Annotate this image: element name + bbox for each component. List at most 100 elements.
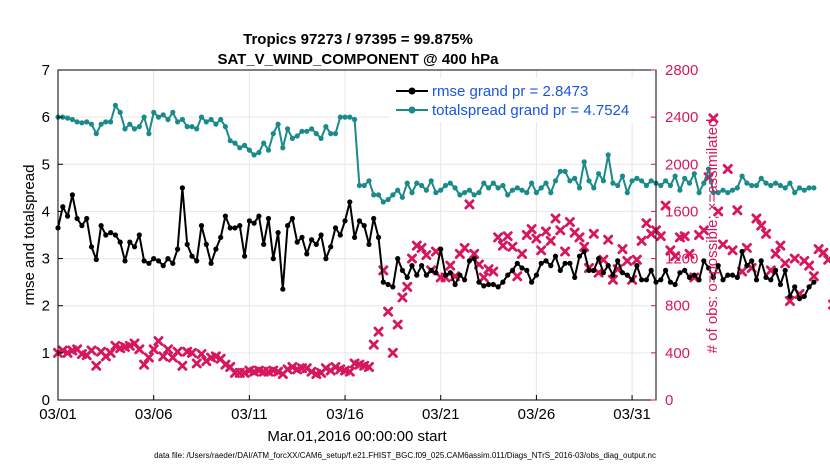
spread-point <box>74 119 80 125</box>
rmse-point <box>763 274 769 280</box>
x-tick-label: 03/06 <box>135 406 173 423</box>
spread-point <box>729 187 736 193</box>
x-axis-label: Mar.01,2016 00:00:00 start <box>267 428 447 445</box>
spread-point <box>155 114 162 120</box>
rmse-point <box>170 260 176 266</box>
rmse-point <box>160 263 166 269</box>
obs-point <box>588 228 599 239</box>
rmse-point <box>112 232 118 238</box>
rmse-point <box>270 256 276 262</box>
spread-point <box>648 178 654 184</box>
spread-point <box>667 182 674 189</box>
axes-ticks: 03/01 03/06 03/11 03/16 03/21 03/26 03/31 0 1 2 3 4… <box>39 62 698 423</box>
rmse-point <box>409 263 415 269</box>
obs-point <box>679 231 690 242</box>
rmse-point <box>686 274 693 280</box>
y-tick-label: 4 <box>42 203 50 220</box>
rmse-point <box>261 241 267 247</box>
spread-point <box>409 190 415 196</box>
obs-point <box>148 344 159 355</box>
rmse-point <box>251 220 257 226</box>
obs-point <box>540 226 551 237</box>
spread-point <box>624 190 630 196</box>
obs-point <box>210 351 221 362</box>
obs-point <box>555 225 566 236</box>
obs-point <box>713 206 724 217</box>
rmse-point <box>385 281 391 288</box>
rmse-point <box>285 223 291 229</box>
obs-point <box>143 352 154 363</box>
spread-point <box>514 185 520 191</box>
obs-point <box>617 244 628 255</box>
y2-tick-label: 1600 <box>665 203 698 220</box>
obs-point <box>823 254 830 265</box>
rmse-point <box>572 274 578 280</box>
spread-point <box>811 185 817 191</box>
obs-point <box>110 340 121 351</box>
rmse-point <box>777 281 784 288</box>
rmse-point <box>294 239 300 245</box>
y2-tick-label: 2400 <box>665 109 698 126</box>
obs-point <box>560 246 571 257</box>
rmse-point <box>811 279 817 285</box>
rmse-point <box>65 213 71 219</box>
obs-point <box>770 248 781 259</box>
rmse-point <box>519 265 525 271</box>
spread-point <box>151 109 157 115</box>
spread-point <box>447 180 453 186</box>
spread-point <box>749 182 755 189</box>
spread-point <box>433 190 439 196</box>
rmse-point <box>796 296 803 302</box>
rmse-point <box>337 232 343 238</box>
y2-tick-label: 0 <box>665 392 673 409</box>
spread-point <box>103 119 109 125</box>
rmse-point <box>213 246 219 252</box>
spread-point <box>108 119 114 125</box>
rmse-point <box>103 232 109 238</box>
obs-point <box>741 242 752 253</box>
spread-point <box>672 173 678 179</box>
obs-point <box>574 232 585 243</box>
obs-point <box>287 362 298 372</box>
rmse-point <box>691 272 697 278</box>
rmse-point <box>60 204 66 210</box>
rmse-point <box>792 284 798 290</box>
obs-point <box>402 281 413 292</box>
spread-point <box>175 119 181 125</box>
spread-point <box>490 180 496 186</box>
obs-point <box>124 340 135 351</box>
obs-point <box>636 235 647 246</box>
obs-point <box>761 228 772 239</box>
obs-point <box>373 326 384 337</box>
rmse-point <box>184 241 190 247</box>
obs-point <box>464 199 475 210</box>
rmse-point <box>332 225 339 231</box>
obs-point <box>273 366 284 377</box>
spread-point <box>98 121 104 127</box>
obs-point <box>478 272 489 283</box>
rmse-point <box>543 258 549 264</box>
rmse-point <box>505 272 511 278</box>
obs-point <box>411 240 422 251</box>
rmse-point <box>682 267 688 273</box>
rmse-point <box>715 263 721 269</box>
rmse-point <box>663 267 669 273</box>
obs-point <box>91 360 102 371</box>
rmse-point <box>643 277 650 283</box>
spread-point <box>179 116 185 123</box>
obs-point <box>163 344 174 355</box>
rmse-point <box>433 270 439 276</box>
y2-tick-label: 2800 <box>665 62 698 79</box>
obs-point <box>105 347 116 358</box>
spread-point <box>792 190 798 196</box>
obs-point <box>153 336 164 347</box>
rmse-point <box>74 215 80 222</box>
y2-tick-label: 800 <box>665 298 690 315</box>
spread-point <box>222 124 228 130</box>
rmse-point <box>361 223 367 229</box>
obs-point <box>320 363 331 374</box>
rmse-point <box>629 277 635 283</box>
plot-frame <box>57 69 657 401</box>
spread-point <box>462 190 468 196</box>
